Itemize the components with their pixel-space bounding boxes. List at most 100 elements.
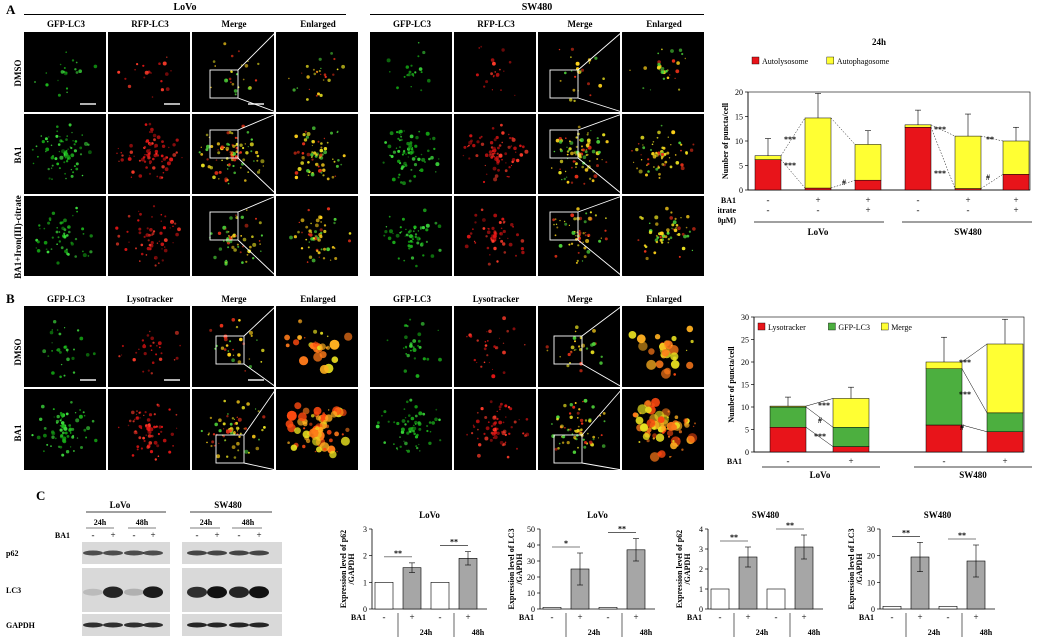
col-head-gfp-lc3: GFP-LC3: [47, 294, 85, 304]
bar: [882, 606, 902, 610]
y-axis-label: Number of puncta/cell: [721, 102, 730, 179]
blot-time-label: 48h: [136, 518, 149, 527]
micrograph-tile: [622, 389, 704, 470]
y-tick-label: 3: [363, 525, 367, 534]
chart-b-colocalization-puncta: Lysotracker GFP-LC3 Merge 0 5 10 15 20 25 30 Numbe…: [727, 313, 1032, 480]
significance-mark: #: [818, 416, 822, 425]
chart-title: 24h: [872, 37, 886, 47]
ba1-mark: -: [775, 612, 778, 622]
zoom-box: [215, 335, 245, 365]
zoom-box: [209, 129, 239, 159]
time-label: 48h: [808, 628, 821, 637]
iron-mark: +: [865, 205, 870, 215]
significance-mark: ***: [959, 390, 971, 399]
col-head-enlarged: Enlarged: [646, 294, 682, 304]
iron-mark: -: [967, 205, 970, 215]
ba1-mark: -: [891, 612, 894, 622]
blot-band: [249, 622, 269, 628]
blot-group-sw480: SW480: [214, 500, 242, 510]
col-head-enlarged: Enlarged: [300, 294, 336, 304]
zoom-box: [209, 211, 239, 241]
col-head-lysotracker: Lysotracker: [472, 294, 520, 304]
panel-a-sw480-underline: [370, 14, 704, 15]
micrograph-tile: [24, 306, 106, 387]
bar-segment: [904, 127, 932, 191]
chart-title: SW480: [752, 510, 780, 520]
blot-band: [229, 550, 249, 556]
blot-ba1-mark: +: [110, 530, 115, 540]
legend-label: Autophagosome: [837, 57, 890, 66]
bar-segment: [854, 179, 882, 191]
micrograph-tile: [454, 196, 536, 276]
ba1-mark: +: [1013, 195, 1018, 205]
y-tick-label: 10: [867, 578, 875, 587]
micrograph-tile: [454, 114, 536, 194]
y-tick-label: 0: [699, 605, 703, 614]
legend-swatch: [828, 322, 836, 331]
blot-band: [103, 622, 123, 628]
time-label: 24h: [588, 628, 601, 637]
bar-segment: [954, 135, 982, 189]
blot-ba1-mark: -: [133, 530, 136, 540]
blot-group-lovo: LoVo: [110, 500, 131, 510]
y-tick-label: 1: [699, 585, 703, 594]
col-head-merge: Merge: [221, 19, 247, 29]
bar-segment: [804, 187, 832, 191]
zoom-box: [215, 434, 245, 464]
group-label-lovo: LoVo: [810, 470, 831, 480]
micrograph-tile: [622, 196, 704, 276]
bar-segment: [1002, 174, 1030, 191]
ba1-mark: +: [917, 612, 922, 622]
micrograph-tile: [192, 389, 274, 470]
blot-band: [207, 550, 227, 556]
iron-mark: -: [817, 205, 820, 215]
significance-mark: ***: [959, 358, 971, 367]
connector-line: [980, 174, 1004, 189]
ba1-mark: +: [1002, 456, 1007, 466]
time-label: 24h: [928, 628, 941, 637]
ba1-label: BA1: [687, 613, 702, 622]
connector-line: [830, 179, 856, 189]
micrograph-tile: [24, 114, 106, 194]
zoom-box: [209, 69, 239, 99]
blot-band: [83, 622, 103, 628]
micrograph-tile: [454, 306, 536, 387]
col-head-enlarged: Enlarged: [646, 19, 682, 29]
significance-mark: ***: [934, 125, 946, 134]
significance-mark: **: [958, 531, 966, 540]
chart-title: LoVo: [587, 510, 608, 520]
col-head-gfp-lc3: GFP-LC3: [393, 19, 431, 29]
micrograph-tile: [370, 114, 452, 194]
y-axis-label-unit: /GAPDH: [515, 553, 524, 586]
y-tick-label: 15: [735, 113, 743, 122]
legend-label: GFP-LC3: [838, 323, 870, 332]
col-head-gfp-lc3: GFP-LC3: [47, 19, 85, 29]
bar-segment: [854, 144, 882, 181]
blot-band: [207, 622, 227, 628]
y-tick-label: 10: [741, 403, 749, 412]
significance-mark: **: [450, 538, 458, 547]
chart-c-sw480-lc3: SW480 0 10 20 30 Expression level of LC3/GAPD…: [847, 510, 995, 637]
y-tick-label: 20: [735, 88, 743, 97]
ba1-mark: +: [577, 612, 582, 622]
panel-c-letter: C: [36, 488, 46, 503]
row-label-ba1: BA1: [721, 196, 736, 205]
y-axis-label-unit: /GAPDH: [347, 553, 356, 586]
bar-segment: [754, 155, 782, 160]
ba1-mark: -: [439, 612, 442, 622]
ba1-mark: +: [633, 612, 638, 622]
group-label-sw480: SW480: [954, 227, 982, 237]
connector-line: [805, 427, 834, 447]
micrograph-tile: [622, 32, 704, 112]
blot-time-label: 24h: [200, 518, 213, 527]
time-label: 24h: [420, 628, 433, 637]
blot-band: [249, 586, 269, 599]
micrograph-tile: [622, 306, 704, 387]
y-tick-label: 15: [741, 381, 749, 390]
y-tick-label: 5: [739, 162, 743, 171]
ba1-mark: +: [973, 612, 978, 622]
ba1-mark: -: [947, 612, 950, 622]
y-tick-label: 0: [745, 448, 749, 457]
bar: [938, 606, 958, 610]
y-tick-label: 50: [527, 525, 535, 534]
